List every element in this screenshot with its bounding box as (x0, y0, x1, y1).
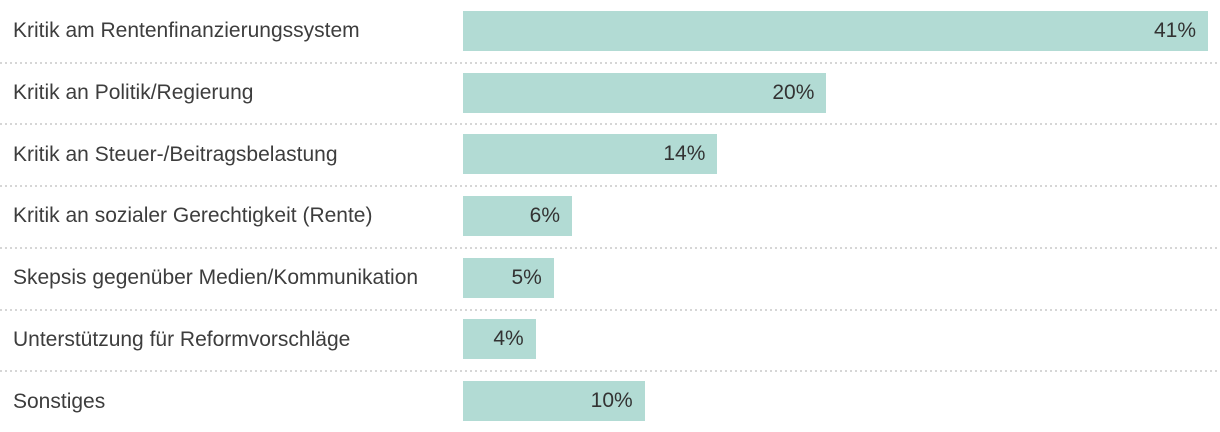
chart-row: Skepsis gegenüber Medien/Kommunikation 5… (0, 246, 1220, 309)
value-label: 20% (772, 80, 815, 104)
bar: 41% (463, 10, 1208, 51)
bar-track: 10% (463, 381, 1208, 422)
category-label: Kritik an Steuer-/Beitragsbelastung (13, 142, 338, 166)
bar: 10% (463, 381, 645, 422)
chart-row: Kritik am Rentenfinanzierungssystem 41% (0, 0, 1220, 62)
category-label: Kritik an sozialer Gerechtigkeit (Rente) (13, 204, 373, 228)
bar: 20% (463, 72, 827, 113)
chart-row: Kritik an Politik/Regierung 20% (0, 61, 1220, 124)
bar-track: 41% (463, 10, 1208, 51)
bar-track: 5% (463, 257, 1208, 298)
category-label: Kritik an Politik/Regierung (13, 80, 254, 104)
bar: 14% (463, 134, 718, 175)
category-label: Sonstiges (13, 389, 106, 413)
value-label: 41% (1153, 18, 1196, 42)
category-label: Skepsis gegenüber Medien/Kommunikation (13, 266, 419, 290)
chart-row: Kritik an sozialer Gerechtigkeit (Rente)… (0, 185, 1220, 247)
chart-row: Kritik an Steuer-/Beitragsbelastung 14% (0, 123, 1220, 186)
value-label: 14% (663, 142, 706, 166)
bar: 6% (463, 196, 573, 237)
bar-track: 4% (463, 319, 1208, 360)
bar: 4% (463, 319, 536, 360)
value-label: 10% (590, 389, 633, 413)
bar-track: 20% (463, 72, 1208, 113)
bar: 5% (463, 257, 554, 298)
chart-row: Sonstiges 10% (0, 370, 1220, 432)
bar-track: 6% (463, 196, 1208, 237)
category-label: Unterstützung für Reformvorschläge (13, 327, 351, 351)
value-label: 6% (529, 204, 561, 228)
bar-track: 14% (463, 134, 1208, 175)
chart-row: Unterstützung für Reformvorschläge 4% (0, 308, 1220, 371)
value-label: 4% (493, 327, 524, 351)
category-label: Kritik am Rentenfinanzierungssystem (13, 19, 360, 43)
value-label: 5% (511, 265, 542, 289)
